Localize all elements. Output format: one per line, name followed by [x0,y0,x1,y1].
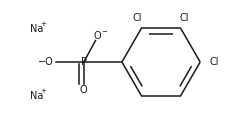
Text: Cl: Cl [133,13,142,23]
Text: Na: Na [30,91,43,101]
Text: Cl: Cl [210,57,219,67]
Text: Cl: Cl [180,13,189,23]
Text: −O: −O [38,57,54,67]
Text: +: + [41,88,47,94]
Text: −: − [101,29,107,35]
Text: O: O [80,85,88,95]
Text: P: P [81,57,87,67]
Text: Na: Na [30,24,43,34]
Text: +: + [41,21,47,27]
Text: O: O [94,31,101,41]
